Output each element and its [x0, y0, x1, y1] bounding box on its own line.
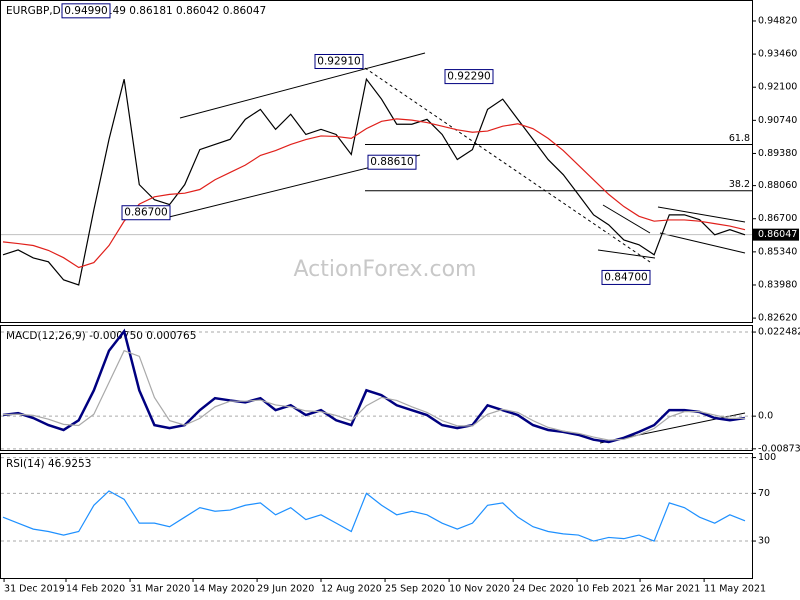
fib-label: 38.2: [729, 179, 750, 190]
x-tick-label: 12 Aug 2020: [321, 584, 382, 595]
x-tick-label: 10 Nov 2020: [449, 584, 510, 595]
y-tick-label: 0.88060: [758, 180, 797, 191]
x-tick-label: 25 Sep 2020: [385, 584, 445, 595]
y-tick-label: 0.0: [758, 411, 773, 422]
series-line: [2, 490, 746, 542]
last-price-label: 0.86047: [758, 229, 797, 240]
y-tick-label: 0.92100: [758, 82, 797, 93]
wedge-line: [597, 249, 656, 259]
channel-line: [657, 206, 746, 223]
x-tick-label: 26 Mar 2021: [640, 584, 700, 595]
rsi-panel: [0, 453, 753, 579]
y-tick-label: 0.85340: [758, 246, 797, 257]
y-tick-label: 100: [758, 452, 776, 463]
x-tick-label: 31 Dec 2019: [4, 584, 65, 595]
annotation-label: 0.86700: [124, 207, 167, 219]
x-tick-label: 11 May 2021: [704, 584, 766, 595]
series-line: [2, 349, 745, 441]
annotation-label: 0.92910: [317, 55, 360, 67]
annotation-box: [367, 154, 417, 170]
channel-line: [179, 52, 426, 119]
x-tick-label: 10 Feb 2021: [577, 584, 636, 595]
y-tick-label: 30: [758, 536, 770, 547]
annotation-label: 0.92290: [447, 71, 490, 83]
last-price-box: [753, 228, 799, 241]
annotation-label: 0.84700: [604, 271, 647, 283]
fib-label: 61.8: [729, 133, 750, 144]
annotation-box: [314, 53, 364, 69]
annotation-box: [444, 69, 494, 85]
x-tick-label: 24 Dec 2020: [513, 584, 574, 595]
y-tick-label: 0.86700: [758, 213, 797, 224]
y-tick-label: 0.90740: [758, 115, 797, 126]
y-tick-label: 70: [758, 488, 770, 499]
series-line: [2, 77, 746, 286]
x-tick-label: 14 Feb 2020: [66, 584, 125, 595]
panel-title: RSI(14) 46.9253: [6, 458, 91, 470]
y-tick-label: -0.008736: [758, 443, 800, 454]
y-tick-label: 0.83980: [758, 279, 797, 290]
y-tick-label: 0.89380: [758, 148, 797, 159]
y-tick-label: 0.93460: [758, 49, 797, 60]
annotation-box: [61, 3, 111, 19]
panel-title: EURGBP,Daily 0.86149 0.86181 0.86042 0.8…: [6, 5, 266, 17]
x-tick-label: 31 Mar 2020: [130, 584, 190, 595]
y-tick-label: 0.82620: [758, 313, 797, 324]
panel-title: MACD(12,26,9) -0.000750 0.000765: [6, 330, 196, 342]
x-tick-label: 14 May 2020: [193, 584, 255, 595]
y-tick-label: 0.94820: [758, 15, 797, 26]
wedge-line: [602, 204, 651, 234]
annotation-label: 0.88610: [370, 156, 413, 168]
watermark: ActionForex.com: [294, 257, 477, 282]
series-line: [2, 328, 746, 444]
channel-line: [659, 232, 746, 254]
price-panel: [0, 0, 753, 323]
annotation-label: 0.94990: [64, 5, 107, 17]
x-tick-label: 29 Jun 2020: [257, 584, 314, 595]
annotation-box: [601, 269, 651, 285]
annotation-box: [121, 205, 171, 221]
y-tick-label: 0.022482: [758, 327, 800, 338]
macd-panel: [0, 325, 753, 451]
